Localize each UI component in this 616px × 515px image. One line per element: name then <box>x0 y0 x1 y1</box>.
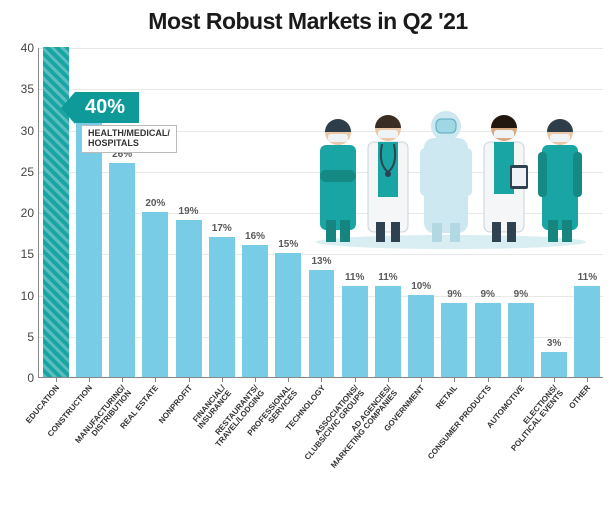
bar: 20% <box>142 212 168 377</box>
bar-value-label: 11% <box>574 272 600 286</box>
bar: 26% <box>109 163 135 378</box>
x-tick <box>155 377 156 382</box>
bar: 9% <box>508 303 534 377</box>
bar: 13% <box>309 270 335 377</box>
bar-value-label: 10% <box>408 281 434 295</box>
bar: 11% <box>342 286 368 377</box>
bar: 9% <box>441 303 467 377</box>
bar-value-label: 3% <box>541 338 567 352</box>
bar: 10% <box>408 295 434 378</box>
bar: 16% <box>242 245 268 377</box>
bar-value-label: 9% <box>475 289 501 303</box>
bar-value-label: 16% <box>242 231 268 245</box>
bar-value-label: 11% <box>342 272 368 286</box>
bar-value-label: 11% <box>375 272 401 286</box>
medic-5-icon <box>538 119 582 242</box>
bar-value-label <box>43 44 69 47</box>
callout-sub-label: HEALTH/MEDICAL/ HOSPITALS <box>81 125 177 153</box>
y-tick-label: 35 <box>8 82 34 96</box>
bar-value-label: 9% <box>441 289 467 303</box>
bar: 17% <box>209 237 235 377</box>
y-tick-label: 20 <box>8 206 34 220</box>
grid-line <box>39 48 603 49</box>
x-tick <box>554 377 555 382</box>
bar-value-label: 9% <box>508 289 534 303</box>
bar-value-label: 19% <box>176 206 202 220</box>
bar-value-label: 17% <box>209 223 235 237</box>
callout-badge: 40% <box>75 92 139 123</box>
chart-container: 0510152025303540 33%26%20%19%17%16%15%13… <box>8 48 608 478</box>
x-tick <box>587 377 588 382</box>
medic-3-icon <box>420 111 472 242</box>
x-tick <box>222 377 223 382</box>
y-tick-label: 40 <box>8 41 34 55</box>
x-tick <box>122 377 123 382</box>
x-category-label: RETAIL <box>389 384 460 466</box>
y-tick-label: 5 <box>8 330 34 344</box>
x-tick <box>321 377 322 382</box>
medical-workers-illustration <box>306 90 596 250</box>
x-tick <box>255 377 256 382</box>
x-tick <box>89 377 90 382</box>
chart-title: Most Robust Markets in Q2 '21 <box>0 0 616 35</box>
bar: 3% <box>541 352 567 377</box>
bar: 15% <box>275 253 301 377</box>
medic-1-icon <box>320 119 356 242</box>
bar-value-label: 20% <box>142 198 168 212</box>
x-tick <box>189 377 190 382</box>
bar-value-label: 15% <box>275 239 301 253</box>
bar: 11% <box>574 286 600 377</box>
bar: 9% <box>475 303 501 377</box>
y-tick-label: 0 <box>8 371 34 385</box>
x-tick <box>454 377 455 382</box>
x-tick <box>488 377 489 382</box>
x-tick <box>521 377 522 382</box>
bar: 11% <box>375 286 401 377</box>
medic-4-icon <box>484 115 528 242</box>
x-tick <box>421 377 422 382</box>
y-axis: 0510152025303540 <box>8 48 38 378</box>
callout: 40% HEALTH/MEDICAL/ HOSPITALS <box>75 92 177 153</box>
x-tick <box>355 377 356 382</box>
y-tick-label: 15 <box>8 247 34 261</box>
bar: 19% <box>176 220 202 377</box>
x-category-label: CONSUMER PRODUCTS <box>422 384 493 466</box>
x-tick <box>288 377 289 382</box>
y-tick-label: 10 <box>8 289 34 303</box>
x-tick <box>56 377 57 382</box>
x-tick <box>388 377 389 382</box>
y-tick-label: 25 <box>8 165 34 179</box>
y-tick-label: 30 <box>8 124 34 138</box>
bar-value-label: 13% <box>309 256 335 270</box>
medic-2-icon <box>368 115 408 242</box>
